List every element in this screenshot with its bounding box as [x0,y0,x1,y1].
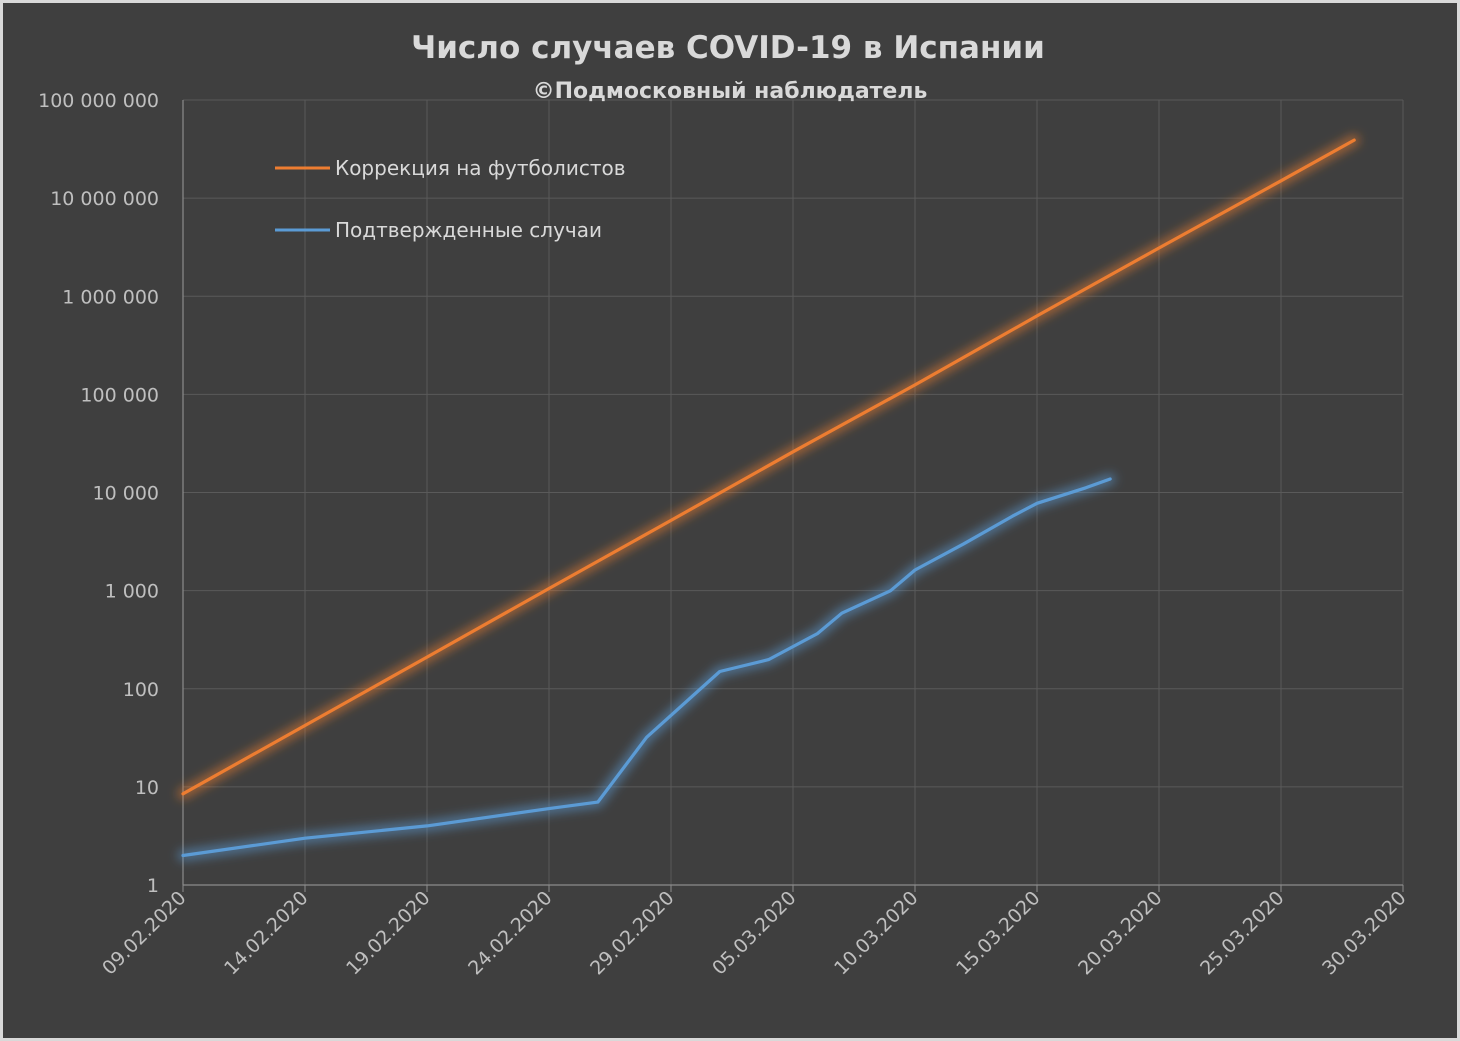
y-tick-label: 10 000 000 [50,188,159,210]
y-tick-label: 1 [147,875,159,897]
chart-area: 1 10 100 1 000 10 000 100 000 1 000 000 10 000 … [3,3,1457,1038]
legend-label-correction: Коррекция на футболистов [335,156,626,180]
x-tick-label: 25.03.2020 [1196,887,1288,979]
x-tick-label: 09.02.2020 [98,887,190,979]
y-tick-label: 100 [123,679,159,701]
series-line-correction [181,138,1356,796]
gridlines [183,99,1404,885]
chart-title: Число случаев COVID-19 в Испании [411,30,1045,66]
x-tick-label: 20.03.2020 [1074,887,1166,979]
y-tick-label: 10 000 [93,483,159,505]
y-tick-label: 1 000 000 [62,286,159,308]
chart-subtitle: ©Подмосковный наблюдатель [533,79,928,104]
legend-label-confirmed: Подтвержденные случаи [335,218,602,242]
x-tick-label: 05.03.2020 [708,887,800,979]
series-lines [177,134,1360,861]
line-chart: 1 10 100 1 000 10 000 100 000 1 000 000 10 000 … [38,30,1410,979]
y-tick-label: 10 [135,777,159,799]
x-tick-label: 24.02.2020 [464,887,556,979]
y-tick-label: 100 000 [80,384,159,406]
x-tick-label: 19.02.2020 [342,887,434,979]
x-tick-label: 10.03.2020 [830,887,922,979]
y-tick-label: 100 000 000 [38,90,159,112]
x-tick-label: 15.03.2020 [952,887,1044,979]
legend: Коррекция на футболистов Подтвержденные … [275,156,626,242]
x-tick-label: 30.03.2020 [1318,887,1410,979]
x-tick-label: 14.02.2020 [220,887,312,979]
x-tick-label: 29.02.2020 [586,887,678,979]
series-line-confirmed [181,477,1112,858]
y-tick-label: 1 000 [105,581,159,603]
